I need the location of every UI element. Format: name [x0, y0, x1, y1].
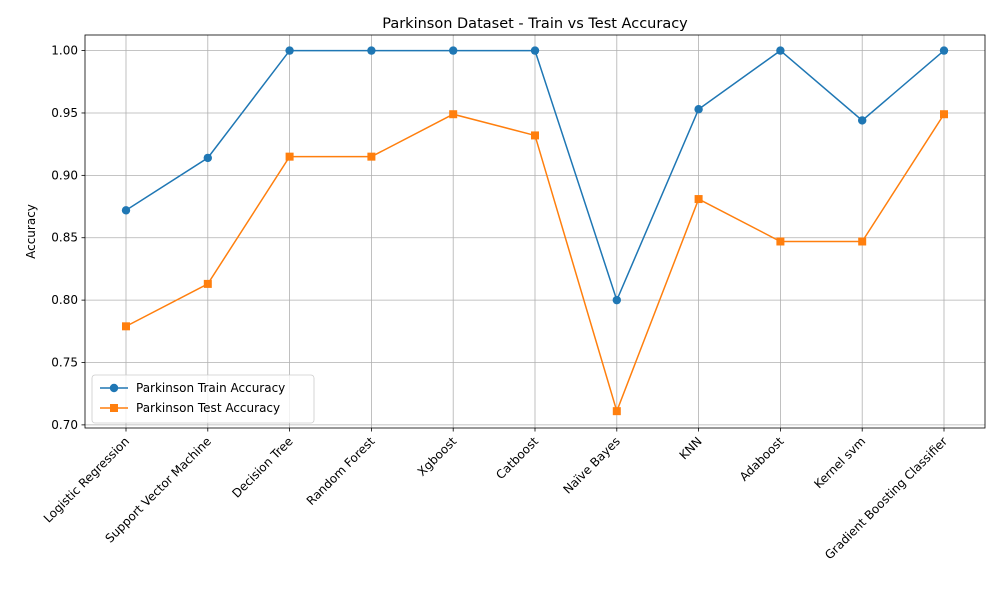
data-point: [121, 206, 131, 215]
y-tick-label: 0.75: [51, 356, 78, 370]
grid: [85, 35, 985, 428]
data-point: [367, 152, 376, 161]
data-point: [776, 46, 785, 55]
data-point: [940, 110, 948, 119]
y-tick-label: 0.95: [51, 106, 78, 120]
data-point: [858, 237, 867, 246]
data-point: [449, 110, 458, 119]
series-test: [122, 110, 948, 416]
y-tick-label: 0.85: [51, 231, 78, 245]
data-point: [203, 153, 212, 163]
x-tick-label: KNN: [677, 434, 705, 462]
x-tick-label: Catboost: [493, 434, 541, 482]
data-point: [285, 46, 294, 55]
y-tick-label: 0.70: [51, 418, 78, 432]
legend-label: Parkinson Test Accuracy: [136, 401, 280, 415]
legend-box: [91, 374, 315, 424]
legend[interactable]: Parkinson Train Accuracy Parkinson Test A…: [91, 374, 315, 424]
legend-marker: [110, 404, 118, 412]
data-point: [449, 46, 458, 55]
y-tick-label: 0.80: [51, 293, 78, 307]
x-tick-label: Kernel svm: [811, 434, 868, 491]
data-point: [694, 195, 703, 204]
x-tick-label: Decision Tree: [229, 434, 295, 500]
data-point: [858, 116, 867, 125]
y-tick-label: 0.90: [51, 168, 78, 182]
legend-item: Parkinson Test Accuracy: [100, 401, 280, 415]
x-tick-label: Xgboost: [415, 434, 460, 479]
x-tick-label: Random Forest: [304, 434, 378, 508]
series-train: [121, 46, 949, 305]
legend-marker: [109, 383, 119, 393]
data-point: [612, 295, 621, 305]
y-tick-label: 1.00: [51, 44, 78, 58]
data-point: [122, 322, 130, 331]
data-point: [285, 152, 294, 161]
axis-ticks: 0.70 0.75 0.80 0.85 0.90 0.95 1.00 Logistic Reg…: [41, 44, 950, 563]
chart-title: Parkinson Dataset - Train vs Test Accura…: [382, 16, 688, 32]
data-point: [612, 407, 621, 416]
series-layer: [121, 46, 949, 416]
x-tick-label: Naïve Bayes: [560, 434, 622, 496]
x-tick-label: Logistic Regression: [41, 434, 132, 525]
data-point: [367, 46, 376, 55]
data-point: [530, 46, 540, 55]
y-axis-label: Accuracy: [24, 204, 38, 259]
data-point: [939, 46, 949, 55]
data-point: [203, 279, 212, 288]
data-point: [776, 237, 785, 246]
data-point: [531, 131, 539, 140]
legend-label: Parkinson Train Accuracy: [136, 381, 285, 395]
data-point: [694, 105, 703, 114]
x-tick-label: Adaboost: [737, 434, 787, 484]
legend-item: Parkinson Train Accuracy: [100, 381, 285, 395]
